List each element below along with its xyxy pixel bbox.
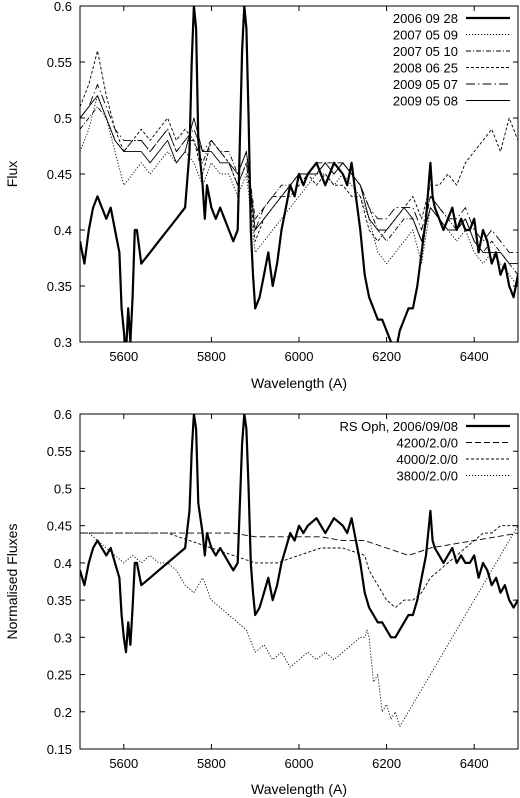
y-tick-label: 0.35	[47, 279, 72, 294]
series-line-2007-05-09	[80, 95, 518, 287]
panel-bottom: 5600 5800 6000 6200 6400 0.15 0.2 0.25 0.3 0.35 0.…	[4, 407, 519, 797]
panel-top: 5600 5800 6000 6200 6400 0.3 0.35 0.4 0.45 0.5 0.5…	[4, 0, 519, 391]
x-axis-label: Wavelength (A)	[251, 375, 347, 391]
series-line-2009-05-07	[80, 83, 518, 253]
y-tick-label: 0.4	[54, 556, 72, 571]
legend-label-4000-2-0-0: 4000/2.0/0	[397, 452, 458, 467]
y-tick-label: 0.6	[54, 407, 72, 422]
series-group	[80, 6, 518, 342]
y-tick-label: 0.45	[47, 167, 72, 182]
legend-label-3800-2-0-0: 3800/2.0/0	[397, 469, 458, 484]
series-line-2008-06-25	[80, 50, 518, 242]
y-tick-label: 0.45	[47, 519, 72, 534]
legend-label-2006-09-28: 2006 09 28	[393, 11, 458, 26]
y-tick-label: 0.55	[47, 444, 72, 459]
y-tick-label: 0.55	[47, 55, 72, 70]
legend-label-2007-05-10: 2007 05 10	[393, 44, 458, 59]
y-tick-label: 0.3	[54, 630, 72, 645]
y-tick-label: 0.15	[47, 742, 72, 757]
y-tick-label: 0.35	[47, 593, 72, 608]
legend-label-4200-2-0-0: 4200/2.0/0	[397, 436, 458, 451]
x-tick-label: 5800	[197, 349, 226, 364]
series-line-rs-oph-2006-09-08	[80, 414, 518, 654]
x-tick-label: 6200	[372, 756, 401, 771]
series-line-4000-2-0-0	[80, 525, 518, 609]
x-tick-label: 5600	[109, 349, 138, 364]
x-tick-label: 6400	[460, 349, 489, 364]
y-axis-label: Normalised Fluxes	[4, 524, 20, 640]
x-tick-label: 6400	[460, 756, 489, 771]
series-group	[80, 414, 518, 728]
legend-label-2008-06-25: 2008 06 25	[393, 61, 458, 76]
x-tick-label: 5600	[109, 756, 138, 771]
series-line-3800-2-0-0	[80, 525, 518, 728]
x-tick-label: 6000	[285, 756, 314, 771]
y-tick-label: 0.25	[47, 668, 72, 683]
x-tick-label: 6000	[285, 349, 314, 364]
series-line-2006-09-28	[80, 6, 518, 342]
series-line-2009-05-08	[80, 95, 518, 265]
y-tick-label: 0.3	[54, 335, 72, 350]
series-line-4200-2-0-0	[80, 532, 518, 556]
legend-label-2009-05-07: 2009 05 07	[393, 77, 458, 92]
legend-label-rs-oph-2006-09-08: RS Oph, 2006/09/08	[339, 419, 458, 434]
legend-label-2007-05-09: 2007 05 09	[393, 28, 458, 43]
series-line-2007-05-10	[80, 106, 518, 276]
x-axis-label: Wavelength (A)	[251, 781, 347, 797]
x-tick-label: 6200	[372, 349, 401, 364]
legend-label-2009-05-08: 2009 05 08	[393, 94, 458, 109]
y-axis-label: Flux	[4, 161, 20, 187]
y-tick-label: 0.6	[54, 0, 72, 14]
y-tick-label: 0.5	[54, 481, 72, 496]
y-tick-label: 0.4	[54, 223, 72, 238]
y-tick-label: 0.5	[54, 111, 72, 126]
y-tick-label: 0.2	[54, 705, 72, 720]
x-tick-label: 5800	[197, 756, 226, 771]
